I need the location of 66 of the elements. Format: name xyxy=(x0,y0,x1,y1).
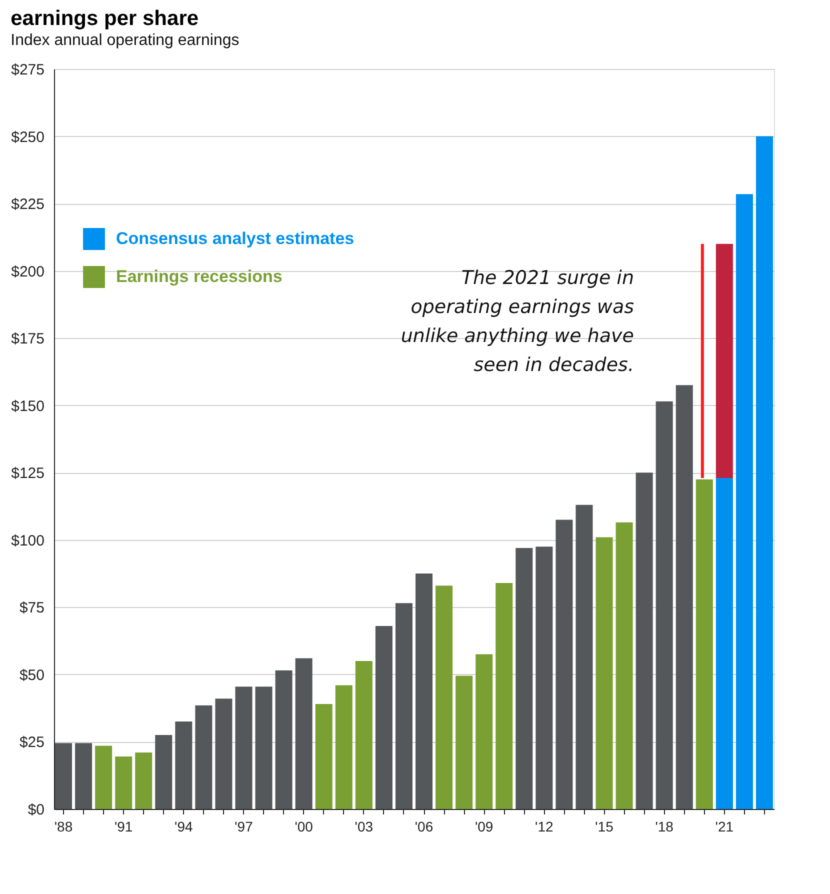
bar xyxy=(416,574,433,809)
bar xyxy=(596,537,613,809)
x-tick-label: '18 xyxy=(655,818,674,834)
x-tick-label: '09 xyxy=(474,818,494,834)
annotation: The 2021 surge in operating earnings was unlike anything we have seen in decades. xyxy=(400,267,634,376)
bar xyxy=(756,136,773,809)
bar xyxy=(436,586,453,809)
bar xyxy=(75,743,92,809)
bar xyxy=(275,670,292,809)
x-tick-label: '06 xyxy=(414,818,434,834)
bar xyxy=(195,705,212,809)
x-tick-label: '21 xyxy=(715,818,734,834)
legend-label: Consensus analyst estimates xyxy=(116,229,354,248)
bar xyxy=(215,698,232,809)
legend-label: Earnings recessions xyxy=(116,267,282,286)
bar xyxy=(456,676,473,809)
y-tick-label: $75 xyxy=(19,600,44,617)
bar xyxy=(295,658,312,809)
bar xyxy=(636,472,653,809)
bar xyxy=(576,504,593,809)
bar xyxy=(315,704,332,809)
chart-title: earnings per share xyxy=(10,7,199,30)
x-tick-label: '97 xyxy=(234,818,254,834)
bar xyxy=(335,685,352,809)
y-tick-label: $225 xyxy=(11,196,44,214)
bar xyxy=(115,756,132,809)
x-tick-label: '15 xyxy=(595,818,614,834)
bar xyxy=(556,520,573,809)
bar xyxy=(716,244,733,478)
bar xyxy=(95,746,112,809)
y-tick-label: $150 xyxy=(11,398,44,415)
bar xyxy=(736,194,753,809)
bar xyxy=(496,582,513,809)
bar xyxy=(255,686,272,809)
bar xyxy=(716,478,733,809)
bar xyxy=(476,654,493,809)
bar xyxy=(696,479,713,809)
bar xyxy=(55,743,72,809)
bar xyxy=(155,735,172,809)
y-tick-label: $125 xyxy=(11,465,44,482)
y-tick-label: $50 xyxy=(19,666,44,684)
x-tick-label: '88 xyxy=(54,818,73,834)
x-tick-label: '94 xyxy=(174,818,194,834)
bar xyxy=(355,661,372,809)
bar xyxy=(175,722,192,809)
y-tick-label: $250 xyxy=(11,128,44,146)
x-tick-label: '12 xyxy=(535,818,554,834)
x-tick-label: '91 xyxy=(114,818,133,834)
y-tick-label: $0 xyxy=(28,802,44,818)
bar xyxy=(656,401,673,809)
chart-subtitle: Index annual operating earnings xyxy=(10,32,240,49)
bar xyxy=(235,686,252,809)
bar xyxy=(375,626,392,809)
x-tick-label: '00 xyxy=(294,818,314,834)
y-tick-label: $100 xyxy=(11,532,44,550)
y-tick-label: $200 xyxy=(11,263,44,280)
bar xyxy=(536,546,553,809)
y-tick-label: $25 xyxy=(19,734,44,752)
bar xyxy=(135,752,152,809)
bar xyxy=(395,603,412,809)
x-tick-label: '03 xyxy=(354,818,374,834)
bar xyxy=(676,385,693,809)
bar xyxy=(616,522,633,809)
y-tick-label: $175 xyxy=(11,330,44,348)
y-tick-label: $275 xyxy=(11,62,44,78)
bar xyxy=(516,548,533,809)
